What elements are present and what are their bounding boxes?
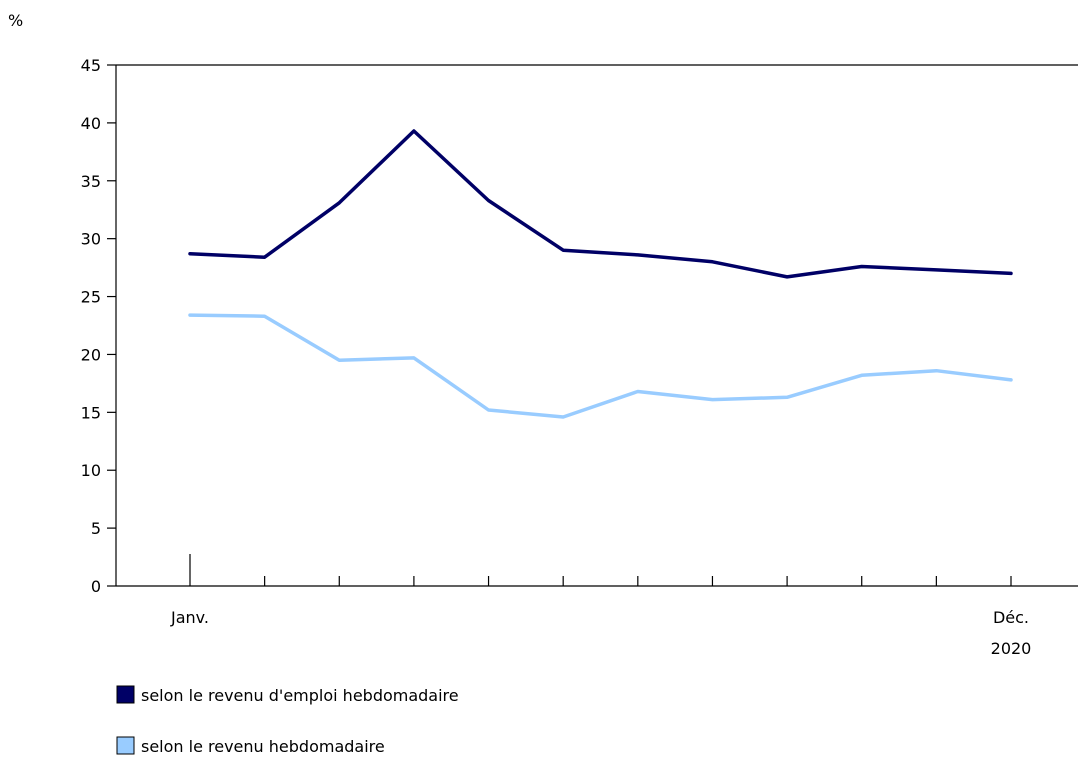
series-line-0: [188, 129, 1013, 279]
x-axis-ticks: [189, 554, 1012, 586]
x-tick-label-first: Janv.: [170, 608, 209, 627]
series-layer: [188, 129, 1013, 419]
y-tick-label: 30: [81, 230, 101, 249]
y-axis-unit-label: %: [8, 11, 23, 30]
series-line-1: [188, 313, 1013, 419]
x-year-label: 2020: [991, 639, 1032, 658]
y-tick-label: 45: [81, 56, 101, 75]
y-tick-label: 10: [81, 461, 101, 480]
legend-item-employment-income: selon le revenu d'emploi hebdomadaire: [116, 685, 459, 705]
legend-label: selon le revenu d'emploi hebdomadaire: [141, 686, 459, 705]
y-tick-label: 15: [81, 403, 101, 422]
legend-item-weekly-income: selon le revenu hebdomadaire: [116, 736, 385, 756]
legend-swatch: [116, 736, 135, 755]
y-tick-label: 25: [81, 288, 101, 307]
y-tick-label: 0: [91, 577, 101, 596]
legend-label: selon le revenu hebdomadaire: [141, 737, 385, 756]
legend: selon le revenu d'emploi hebdomadaire se…: [116, 685, 459, 756]
y-tick-label: 40: [81, 114, 101, 133]
x-tick-label-last: Déc.: [993, 608, 1029, 627]
legend-swatch: [116, 685, 135, 704]
y-tick-label: 35: [81, 172, 101, 191]
y-tick-label: 5: [91, 519, 101, 538]
y-axis-ticks: 0 5 10 15 20 25 30 35 40 45: [81, 56, 116, 596]
y-tick-label: 20: [81, 345, 101, 364]
